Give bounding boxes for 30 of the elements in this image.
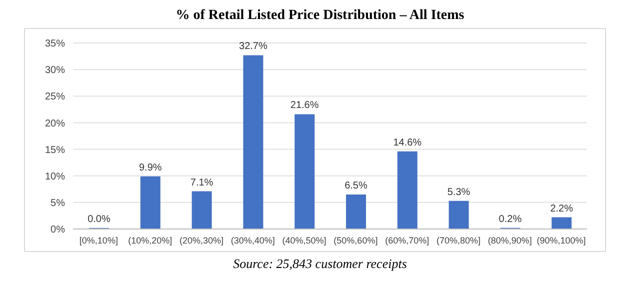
x-tick-label: (80%,90%]	[488, 235, 532, 246]
data-label: 0.2%	[498, 214, 522, 225]
x-tick-label: (30%,40%]	[230, 235, 275, 246]
data-label: 14.6%	[393, 137, 422, 148]
x-tick-label: (60%,70%]	[385, 235, 430, 246]
y-tick-label: 35%	[44, 38, 66, 50]
x-tick-label: [0%,10%]	[79, 235, 118, 246]
source-note: Source: 25,843 customer receipts	[232, 256, 408, 272]
data-label: 32.7%	[239, 41, 268, 52]
data-label: 6.5%	[344, 180, 368, 192]
chart-title: % of Retail Listed Price Distribution – All Items	[174, 8, 466, 25]
x-tick-label: (20%,30%]	[179, 235, 224, 246]
x-tick-label: (10%,20%]	[128, 235, 172, 246]
x-tick-label: (90%,100%]	[536, 235, 586, 246]
data-label: 21.6%	[290, 100, 319, 112]
y-tick-label: 25%	[44, 92, 66, 103]
y-tick-label: 20%	[44, 118, 66, 130]
x-tick-label: (40%,50%]	[282, 235, 326, 246]
x-tick-label: (50%,60%]	[334, 235, 378, 246]
data-label: 2.2%	[550, 203, 574, 214]
x-tick-label: (70%,80%]	[436, 235, 481, 246]
data-label: 7.1%	[190, 177, 214, 188]
y-tick-label: 5%	[50, 198, 66, 209]
y-tick-label: 30%	[44, 65, 66, 76]
data-label: 0.0%	[88, 214, 111, 225]
y-tick-label: 15%	[44, 144, 66, 156]
data-label: 9.9%	[139, 162, 162, 174]
y-tick-label: 10%	[44, 171, 66, 182]
y-tick-label: 0%	[50, 224, 66, 236]
data-label: 5.3%	[447, 186, 470, 198]
